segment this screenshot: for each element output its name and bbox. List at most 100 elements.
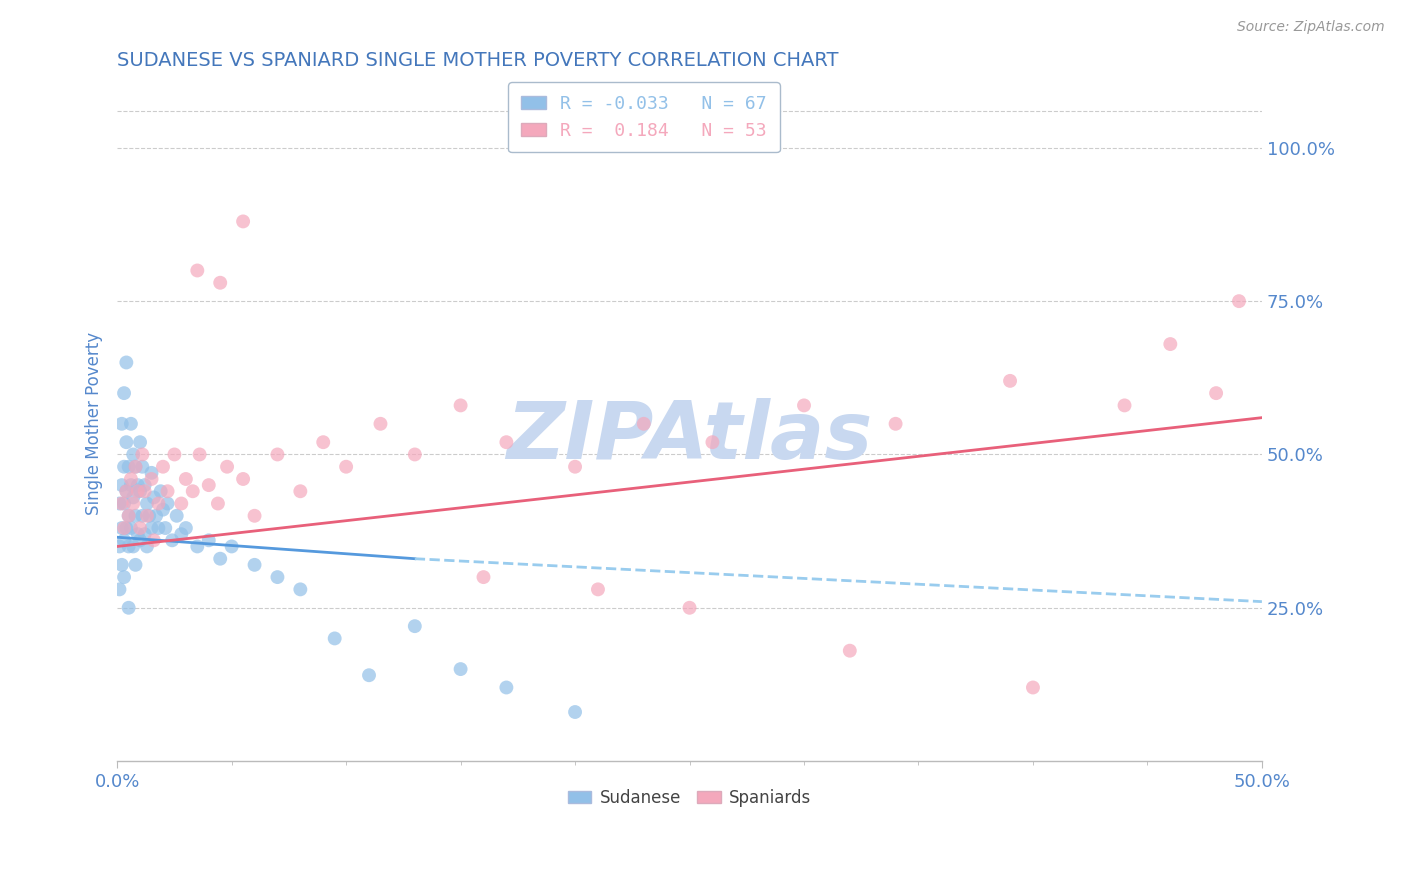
- Point: [207, 496, 229, 510]
- Point: [111, 478, 134, 492]
- Point: [117, 600, 139, 615]
- Point: [312, 435, 335, 450]
- Point: [148, 496, 170, 510]
- Point: [117, 508, 139, 523]
- Point: [370, 417, 392, 431]
- Point: [124, 558, 146, 572]
- Point: [998, 374, 1021, 388]
- Point: [115, 435, 138, 450]
- Point: [166, 508, 188, 523]
- Point: [112, 570, 135, 584]
- Point: [142, 491, 165, 505]
- Point: [472, 570, 495, 584]
- Point: [209, 276, 232, 290]
- Point: [335, 459, 357, 474]
- Point: [266, 447, 288, 461]
- Y-axis label: Single Mother Poverty: Single Mother Poverty: [86, 332, 103, 516]
- Point: [141, 466, 163, 480]
- Point: [124, 459, 146, 474]
- Point: [1159, 337, 1181, 351]
- Point: [134, 527, 156, 541]
- Point: [156, 496, 179, 510]
- Point: [145, 508, 167, 523]
- Point: [115, 484, 138, 499]
- Point: [1227, 294, 1250, 309]
- Point: [243, 558, 266, 572]
- Point: [357, 668, 380, 682]
- Point: [108, 540, 131, 554]
- Point: [131, 459, 153, 474]
- Point: [564, 705, 586, 719]
- Point: [115, 484, 138, 499]
- Point: [120, 472, 142, 486]
- Point: [120, 417, 142, 431]
- Point: [129, 435, 152, 450]
- Point: [120, 521, 142, 535]
- Point: [127, 527, 149, 541]
- Point: [232, 472, 254, 486]
- Point: [188, 447, 211, 461]
- Legend: Sudanese, Spaniards: Sudanese, Spaniards: [561, 782, 818, 814]
- Point: [290, 582, 312, 597]
- Point: [112, 386, 135, 401]
- Point: [112, 459, 135, 474]
- Point: [678, 600, 700, 615]
- Point: [141, 472, 163, 486]
- Point: [209, 551, 232, 566]
- Point: [117, 540, 139, 554]
- Point: [152, 502, 174, 516]
- Point: [127, 484, 149, 499]
- Point: [163, 447, 186, 461]
- Point: [134, 484, 156, 499]
- Point: [1205, 386, 1227, 401]
- Point: [136, 508, 159, 523]
- Point: [124, 508, 146, 523]
- Point: [266, 570, 288, 584]
- Point: [404, 447, 426, 461]
- Point: [152, 459, 174, 474]
- Point: [142, 533, 165, 548]
- Point: [117, 459, 139, 474]
- Point: [117, 508, 139, 523]
- Point: [1022, 681, 1045, 695]
- Point: [404, 619, 426, 633]
- Point: [1114, 398, 1136, 412]
- Point: [156, 484, 179, 499]
- Point: [111, 417, 134, 431]
- Point: [450, 662, 472, 676]
- Point: [122, 491, 145, 505]
- Point: [127, 478, 149, 492]
- Point: [221, 540, 243, 554]
- Point: [793, 398, 815, 412]
- Point: [108, 582, 131, 597]
- Text: SUDANESE VS SPANIARD SINGLE MOTHER POVERTY CORRELATION CHART: SUDANESE VS SPANIARD SINGLE MOTHER POVER…: [117, 51, 839, 70]
- Point: [148, 521, 170, 535]
- Point: [115, 521, 138, 535]
- Point: [495, 435, 517, 450]
- Point: [122, 447, 145, 461]
- Point: [702, 435, 724, 450]
- Point: [124, 459, 146, 474]
- Point: [884, 417, 907, 431]
- Point: [181, 484, 204, 499]
- Point: [136, 496, 159, 510]
- Point: [155, 521, 177, 535]
- Point: [186, 263, 208, 277]
- Point: [120, 478, 142, 492]
- Point: [131, 447, 153, 461]
- Point: [174, 521, 197, 535]
- Point: [122, 540, 145, 554]
- Point: [138, 508, 160, 523]
- Text: ZIPAtlas: ZIPAtlas: [506, 399, 873, 476]
- Point: [186, 540, 208, 554]
- Text: Source: ZipAtlas.com: Source: ZipAtlas.com: [1237, 20, 1385, 34]
- Point: [232, 214, 254, 228]
- Point: [129, 533, 152, 548]
- Point: [160, 533, 183, 548]
- Point: [217, 459, 239, 474]
- Point: [115, 355, 138, 369]
- Point: [450, 398, 472, 412]
- Point: [170, 527, 193, 541]
- Point: [112, 496, 135, 510]
- Point: [112, 521, 135, 535]
